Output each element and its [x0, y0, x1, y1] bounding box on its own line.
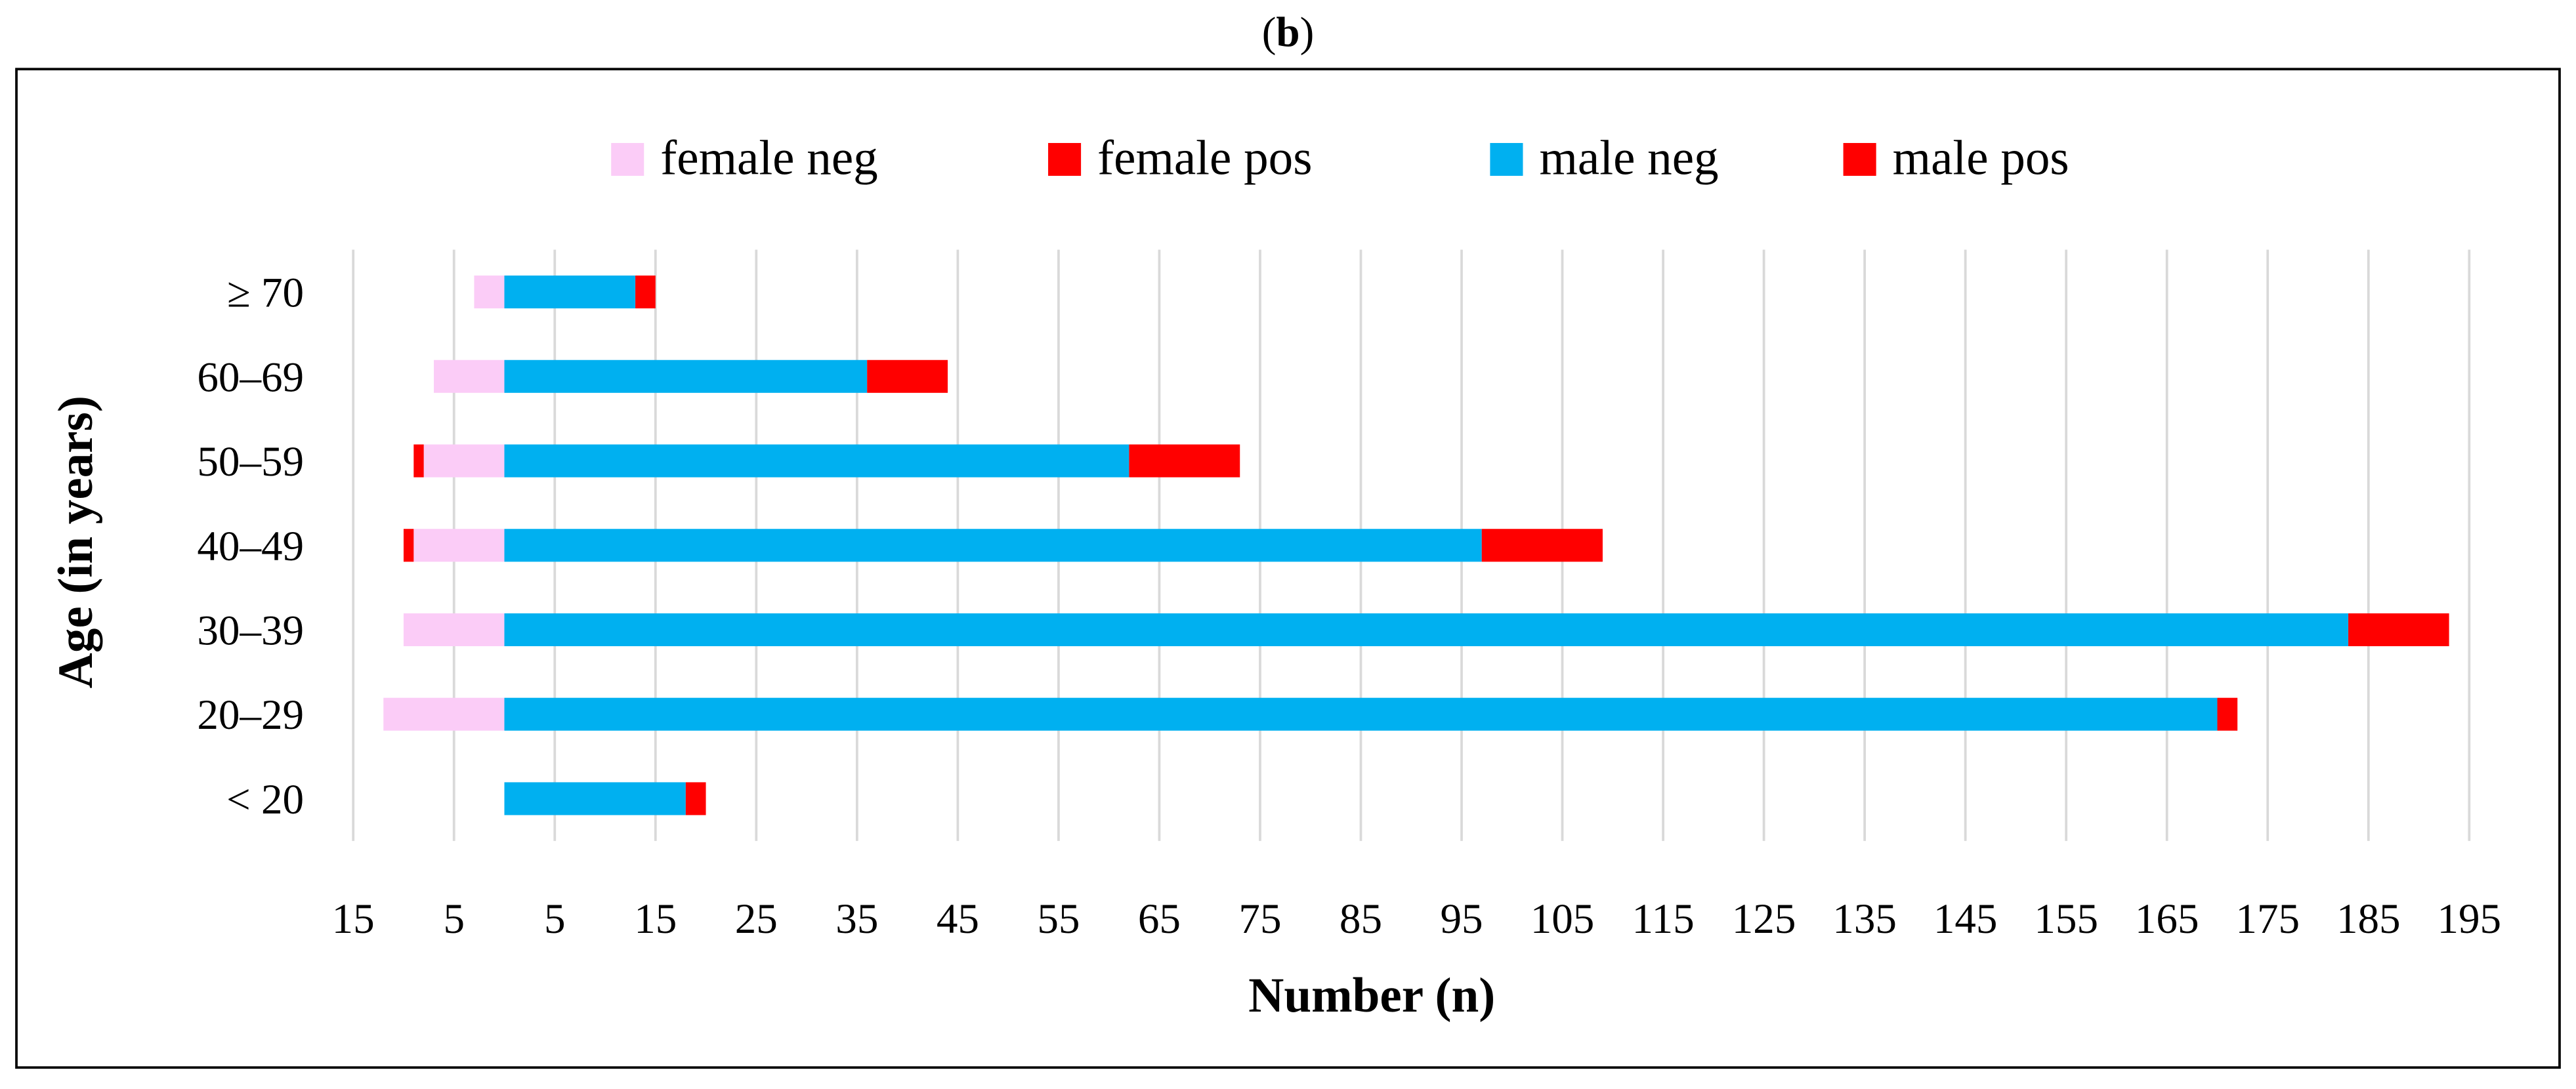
- panel-label: (b): [1262, 9, 1315, 56]
- x-tick-label: 105: [1531, 895, 1595, 943]
- bar-male-neg: [504, 444, 1130, 478]
- x-tick-label: 5: [544, 895, 566, 943]
- bar-male-neg: [504, 276, 636, 309]
- x-tick-label: 165: [2135, 895, 2199, 943]
- x-tick-label: 5: [443, 895, 465, 943]
- x-tick-label: 125: [1732, 895, 1796, 943]
- legend-label: female pos: [1097, 131, 1312, 186]
- bar-female-neg: [423, 444, 505, 478]
- x-tick-label: 145: [1933, 895, 1998, 943]
- x-tick-label: 75: [1238, 895, 1281, 943]
- x-tick-label: 25: [735, 895, 778, 943]
- y-tick-label: < 20: [226, 776, 304, 823]
- bar-male-pos: [2217, 697, 2238, 731]
- x-tick-label: 155: [2034, 895, 2098, 943]
- bar-male-pos: [635, 276, 656, 309]
- y-tick-label: 30–39: [197, 607, 304, 655]
- x-tick-label: 15: [332, 895, 375, 943]
- y-tick-label: 40–49: [197, 523, 304, 570]
- x-tick-label: 65: [1138, 895, 1181, 943]
- bar-male-neg: [504, 697, 2218, 731]
- x-tick-labels: 15 5 5 15 25 35 45 55 65 75 85 95 105 115 125 135 145 155…: [332, 895, 2501, 943]
- x-tick-label: 55: [1037, 895, 1080, 943]
- bar-male-neg: [504, 782, 686, 815]
- bar-male-neg: [504, 529, 1482, 562]
- x-tick-label: 45: [937, 895, 979, 943]
- x-tick-label: 135: [1832, 895, 1897, 943]
- bar-female-pos: [403, 529, 414, 562]
- x-tick-label: 175: [2235, 895, 2300, 943]
- y-tick-label: 60–69: [197, 354, 304, 401]
- bar-male-pos: [1481, 529, 1603, 562]
- legend-swatch: [1048, 142, 1082, 176]
- legend-label: female neg: [660, 131, 877, 186]
- bar-male-pos: [1129, 444, 1240, 478]
- bar-female-neg: [434, 360, 505, 393]
- x-tick-label: 115: [1632, 895, 1694, 943]
- bar-female-neg: [474, 276, 505, 309]
- x-tick-label: 35: [835, 895, 878, 943]
- x-tick-label: 15: [634, 895, 677, 943]
- chart-border: [15, 68, 2561, 1069]
- x-tick-label: 185: [2336, 895, 2401, 943]
- y-tick-label: 20–29: [197, 691, 304, 739]
- bars: [383, 276, 2449, 815]
- legend: female neg female pos male neg male pos: [611, 131, 2069, 186]
- bar-female-neg: [383, 697, 505, 731]
- bar-male-pos: [2348, 613, 2449, 647]
- bar-female-pos: [413, 444, 424, 478]
- bar-male-neg: [504, 360, 868, 393]
- legend-swatch: [611, 142, 644, 176]
- legend-label: male neg: [1539, 131, 1718, 186]
- bar-male-pos: [867, 360, 948, 393]
- x-tick-label: 95: [1440, 895, 1483, 943]
- legend-swatch: [1843, 142, 1876, 176]
- bar-male-pos: [685, 782, 706, 815]
- x-axis-label: Number (n): [1248, 968, 1495, 1023]
- bar-male-neg: [504, 613, 2349, 647]
- x-tick-label: 85: [1340, 895, 1382, 943]
- x-tick-label: 195: [2437, 895, 2501, 943]
- y-tick-label: 50–59: [197, 438, 304, 485]
- y-tick-label: ≥ 70: [227, 270, 304, 317]
- legend-label: male pos: [1893, 131, 2069, 186]
- bar-female-neg: [413, 529, 505, 562]
- y-axis-label: Age (in years): [49, 396, 103, 688]
- y-tick-labels: ≥ 70 60–69 50–59 40–49 30–39 20–29 < 20: [197, 270, 304, 823]
- bar-female-neg: [403, 613, 505, 647]
- legend-swatch: [1490, 142, 1523, 176]
